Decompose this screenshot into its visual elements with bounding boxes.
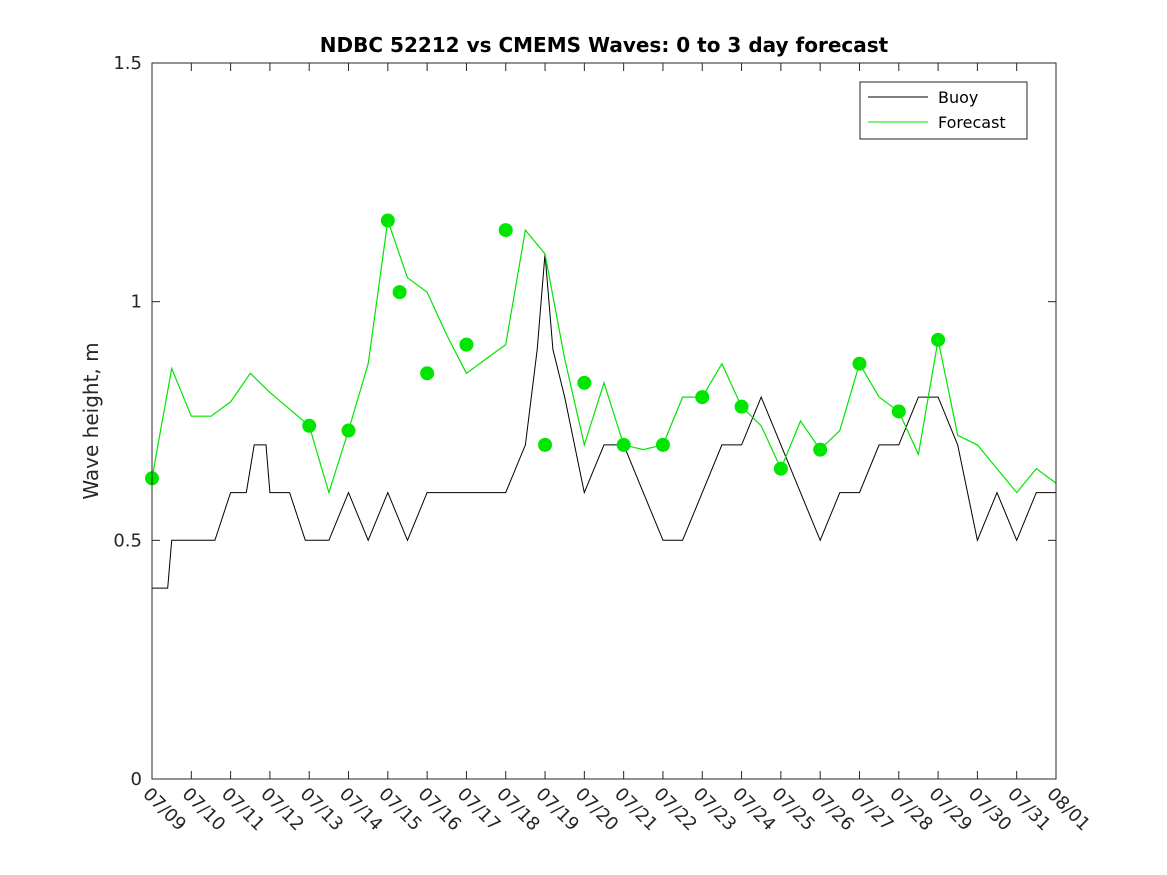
forecast-start-point <box>459 337 474 352</box>
forecast-start-point <box>852 356 867 371</box>
forecast-start-point <box>734 399 749 414</box>
x-tick-label: 07/27 <box>846 784 898 836</box>
x-tick-label: 07/23 <box>689 784 741 836</box>
legend-label-buoy: Buoy <box>938 88 978 107</box>
x-tick-label: 07/10 <box>178 784 230 836</box>
x-tick-labels: 07/0907/1007/1107/1207/1307/1407/1507/16… <box>138 784 1094 836</box>
x-tick-label: 07/30 <box>964 784 1016 836</box>
y-axis-label: Wave height, m <box>79 342 103 499</box>
x-tick-label: 07/16 <box>414 784 466 836</box>
forecast-start-point <box>577 375 592 390</box>
y-tick-label: 1.5 <box>113 53 142 74</box>
x-tick-label: 07/13 <box>296 784 348 836</box>
y-tick-labels: 0 0.5 1 1.5 <box>113 53 142 790</box>
chart-title: NDBC 52212 vs CMEMS Waves: 0 to 3 day fo… <box>320 33 889 57</box>
forecast-start-point <box>616 437 631 452</box>
forecast-start-point <box>380 213 395 228</box>
x-tick-label: 07/24 <box>728 784 780 836</box>
legend-box <box>859 81 1028 140</box>
x-tick-label: 07/20 <box>571 784 623 836</box>
x-tick-label: 07/21 <box>610 784 662 836</box>
x-tick-label: 07/25 <box>767 784 819 836</box>
x-tick-label: 07/18 <box>492 784 544 836</box>
y-tick-label: 1 <box>131 292 142 313</box>
x-tick-label: 07/28 <box>885 784 937 836</box>
x-tick-label: 07/09 <box>138 784 190 836</box>
buoy-line <box>152 253 1056 589</box>
tick-marks <box>151 62 1057 780</box>
x-tick-label: 07/22 <box>649 784 701 836</box>
forecast-start-point <box>773 461 788 476</box>
forecast-start-point <box>891 404 906 419</box>
x-tick-label: 07/14 <box>335 784 387 836</box>
x-tick-label: 07/31 <box>1003 784 1055 836</box>
y-tick-label: 0.5 <box>113 530 142 551</box>
x-tick-label: 07/17 <box>453 784 505 836</box>
x-tick-label: 07/29 <box>925 784 977 836</box>
legend: Buoy Forecast <box>859 81 1028 140</box>
forecast-start-point <box>420 366 435 381</box>
forecast-line <box>151 220 1057 495</box>
forecast-start-point <box>498 223 513 238</box>
y-tick-label: 0 <box>131 769 142 790</box>
forecast-initial-points <box>145 213 946 486</box>
forecast-start-point <box>695 390 710 405</box>
forecast-start-point <box>341 423 356 438</box>
forecast-start-point <box>392 285 407 300</box>
x-tick-label: 07/19 <box>532 784 584 836</box>
forecast-start-point <box>931 332 946 347</box>
forecast-start-point <box>655 437 670 452</box>
legend-label-forecast: Forecast <box>938 113 1006 132</box>
buoy-series <box>152 253 1056 589</box>
plot-area <box>152 63 1056 779</box>
x-tick-label: 07/11 <box>217 784 269 836</box>
x-tick-label: 08/01 <box>1042 784 1094 836</box>
forecast-start-point <box>302 418 317 433</box>
x-tick-label: 07/12 <box>256 784 308 836</box>
x-tick-label: 07/15 <box>374 784 426 836</box>
forecast-series <box>151 220 1057 495</box>
plot-frame <box>151 62 1057 780</box>
forecast-start-point <box>538 437 553 452</box>
forecast-start-point <box>813 442 828 457</box>
x-tick-label: 07/26 <box>807 784 859 836</box>
